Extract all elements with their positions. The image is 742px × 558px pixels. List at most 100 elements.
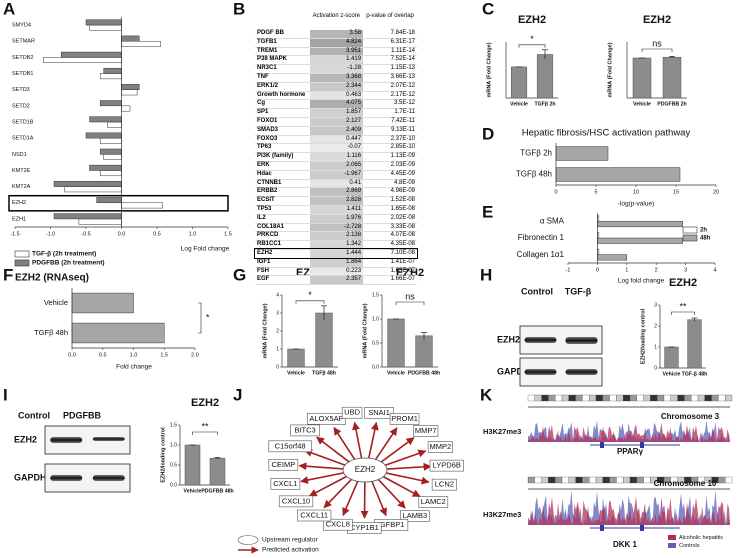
category-label: KMT2E (12, 168, 31, 174)
y-tick-label: 1.0 (170, 442, 177, 448)
table-row: Cg 4.075 3.5E-12 (255, 99, 417, 109)
x-tick-label: 0.5 (153, 231, 161, 237)
x-tick-label: 2 (655, 267, 658, 273)
table-row: COL18A1 -2.728 3.33E-08 (255, 223, 417, 232)
chart-title: EZH2 (396, 267, 424, 279)
category-label: TGFβ 2h (520, 149, 552, 158)
lane-label: Control (521, 286, 553, 296)
target-label: CXCL1 (273, 479, 297, 488)
x-tick-label: 3 (684, 267, 687, 273)
activation-arrow (316, 436, 350, 463)
bar (121, 89, 138, 96)
target-label: MMP2 (429, 442, 451, 451)
ideogram-segment (561, 394, 569, 402)
table-row: IGF1 1.864 1.41E-07 (255, 258, 417, 268)
significance-label: ** (679, 301, 687, 311)
ideogram-segment (527, 394, 535, 402)
activation-arrow (386, 472, 430, 485)
highlight-box (8, 194, 229, 212)
target-box (268, 458, 299, 471)
target-box (427, 441, 453, 453)
blot-label: GAPDH (14, 472, 47, 482)
table-cell: -0.07 (309, 143, 364, 153)
gene-label: DKK 1 (613, 540, 638, 549)
y-axis-label: EZH2/loading control (160, 427, 166, 483)
ideogram-segment (636, 476, 644, 484)
activation-arrow (374, 427, 398, 460)
table-row: PDGF BB 3.58 7.84E-18 (255, 30, 417, 39)
target-label: BITC3 (294, 425, 315, 434)
table-row: PI3K (family) 1.116 1.13E-09 (255, 152, 417, 162)
gene-label: PPARγ (617, 447, 644, 456)
target-label: CXCL10 (282, 496, 310, 505)
table-cell: Hdac (257, 170, 272, 177)
activation-arrow (333, 426, 356, 460)
table-cell: 2.869 (309, 187, 364, 197)
ideogram-segment (718, 476, 726, 484)
target-box (364, 407, 394, 419)
table-cell: -1.28 (309, 64, 364, 74)
bar (121, 35, 140, 42)
ideogram-segment (691, 394, 699, 402)
x-tick-label: 15 (673, 189, 679, 195)
table-cell: 2.07E-12 (390, 82, 415, 89)
table-cell: 2.03E-09 (390, 161, 415, 168)
table-cell: ERBB2 (257, 188, 278, 195)
y-tick-label: 3 (654, 302, 657, 308)
header-cell: p-value of overlap (366, 13, 414, 19)
ideogram-segment (725, 394, 733, 402)
legend-swatch (668, 535, 676, 540)
table-cell: 1.7E-11 (394, 109, 415, 116)
table-cell: -2.728 (309, 223, 364, 232)
table-cell: ERK (257, 161, 270, 168)
significance-bracket (192, 431, 218, 435)
y-tick-label: 0 (276, 364, 279, 370)
bar (121, 105, 131, 112)
x-tick-label: TGFβ 2h (534, 101, 555, 107)
target-label: SNAI1 (368, 408, 390, 417)
target-box (400, 510, 430, 522)
ideogram-segment (555, 394, 563, 402)
table-cell: 3.33E-08 (390, 223, 415, 230)
gene-exon (600, 442, 604, 448)
y-tick-label: 3 (276, 310, 279, 316)
table-cell: 1.342 (309, 240, 364, 250)
ideogram-segment (534, 394, 542, 402)
table-cell: 2.17E-12 (390, 91, 415, 98)
target-label: IGFBP1 (378, 520, 405, 529)
ideogram-segment (725, 476, 733, 484)
significance-bracket (641, 48, 673, 52)
ideogram-segment (534, 476, 542, 484)
panel-letter: A (3, 0, 15, 18)
x-tick-label: 1.5 (160, 352, 168, 358)
target-box (389, 413, 420, 425)
x-tick-label: -1.0 (46, 231, 55, 237)
category-label: SMYD4 (12, 23, 31, 29)
table-cell: 2.37E-10 (390, 135, 415, 142)
table-head: Activation z-score p-value of overlap (255, 2, 417, 30)
ideogram-segment (718, 394, 726, 402)
x-axis-label: Log fold change (618, 278, 665, 285)
ideogram-segment (616, 394, 624, 402)
table-row: NR3C1 -1.28 1.15E-13 (255, 64, 417, 74)
bar (99, 137, 122, 144)
table-cell: EZH2 (257, 249, 273, 256)
table-cell: ERK1/2 (257, 82, 279, 89)
activation-arrow (298, 462, 344, 471)
category-label: EZH1 (12, 216, 26, 222)
panel-letter: K (480, 385, 493, 404)
table-row: ERK 2.065 2.03E-09 (255, 161, 417, 171)
table-row: TNF 3.368 3.66E-13 (255, 73, 417, 83)
x-tick-label: 0.0 (118, 231, 126, 237)
chart-title: EZH2 (643, 14, 671, 26)
table-row: TREM1 3.951 1.11E-14 (255, 47, 417, 56)
category-label: Fibronectin 1 (518, 233, 565, 242)
x-tick-label: -0.5 (81, 231, 90, 237)
x-tick-label: PDGFBB 48h (201, 488, 233, 494)
ideogram-segment (677, 394, 685, 402)
legend-swatch (682, 234, 698, 242)
table-cell: 1.857 (309, 108, 364, 118)
x-tick-label: 1.0 (189, 231, 197, 237)
bar (64, 186, 122, 193)
table-cell: 2.357 (309, 275, 364, 285)
